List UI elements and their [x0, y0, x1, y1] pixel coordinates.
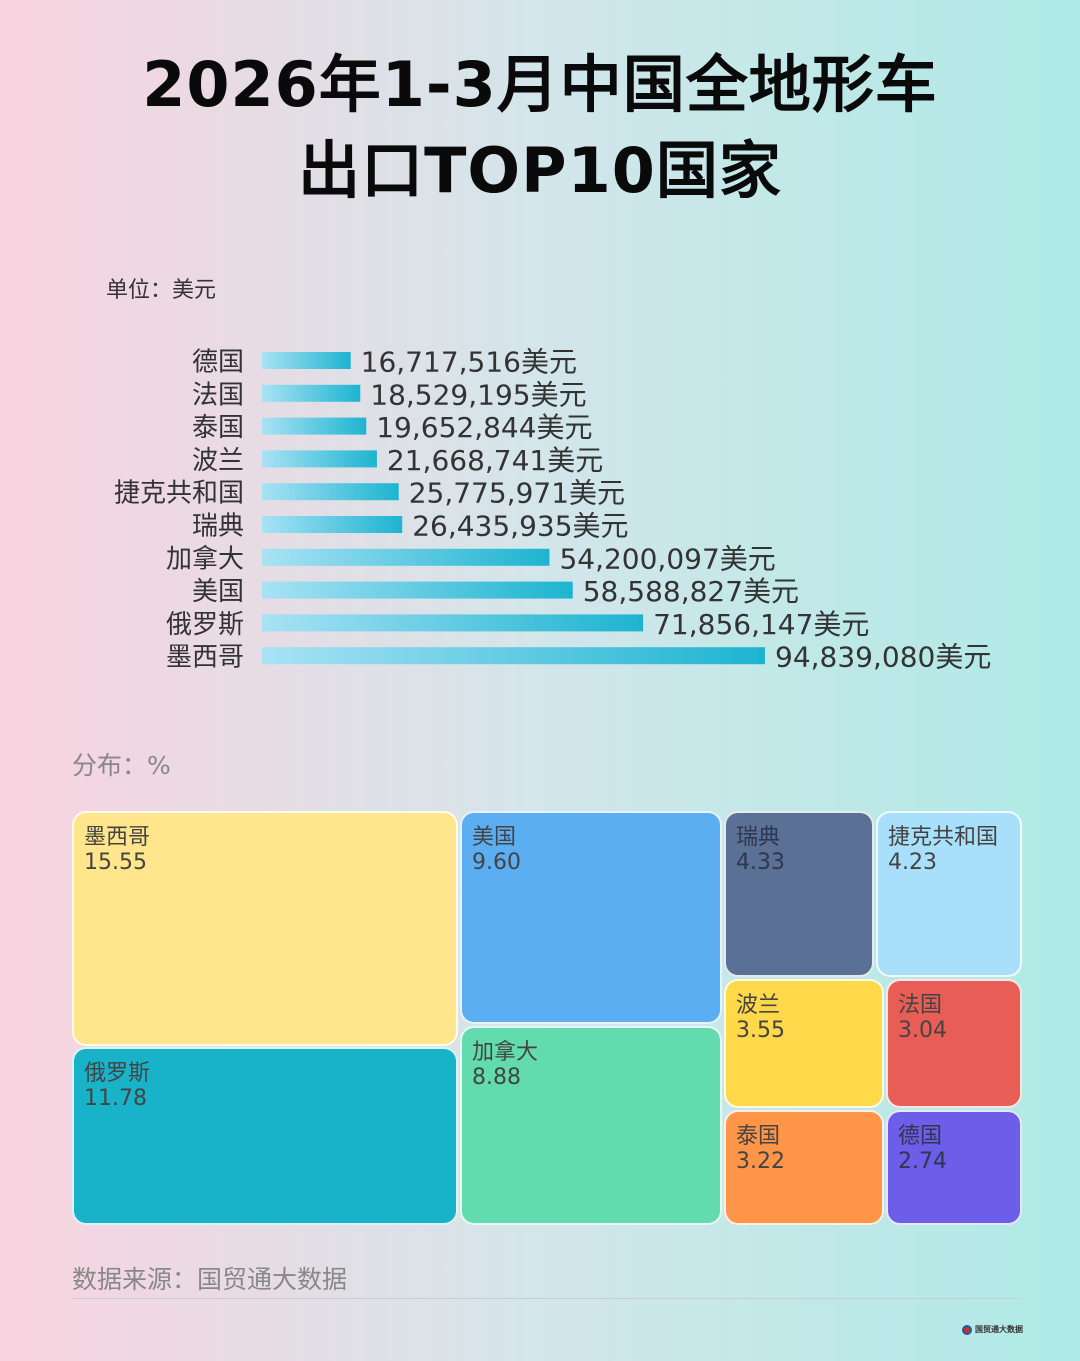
treemap-tile-value: 4.33 [736, 850, 785, 875]
bar [262, 614, 644, 632]
bar [262, 483, 399, 501]
treemap-tile-label: 瑞典 [736, 825, 781, 850]
treemap-tile: 法国 3.04 [886, 979, 1022, 1108]
treemap-tile-label: 墨西哥 [84, 825, 151, 850]
treemap-tile-value: 11.78 [84, 1086, 147, 1111]
bar-value-label: 19,652,844美元 [376, 411, 592, 444]
treemap-tile-label: 加拿大 [472, 1040, 539, 1065]
bar-value-label: 18,529,195美元 [370, 378, 586, 411]
treemap-tile: 德国 2.74 [886, 1110, 1022, 1225]
brand-logo: 国贸通大数据 [962, 1324, 1023, 1335]
unit-label: 单位：美元 [106, 278, 217, 303]
treemap-tile-value: 4.23 [888, 850, 937, 875]
bar [262, 352, 351, 369]
treemap-tile-value: 8.88 [472, 1065, 521, 1090]
bar-value-label: 25,775,971美元 [409, 477, 625, 510]
bar-category-label: 捷克共和国 [114, 479, 244, 509]
treemap-tile-value: 9.60 [472, 850, 521, 875]
bar [262, 548, 550, 566]
bar-category-label: 瑞典 [192, 512, 244, 542]
bar [262, 516, 403, 533]
bar-value-label: 71,856,147美元 [653, 608, 869, 641]
treemap-tile: 加拿大 8.88 [460, 1026, 722, 1225]
title-line-2: 出口TOP10国家 [298, 134, 782, 207]
treemap-tile: 捷克共和国 4.23 [876, 811, 1022, 977]
source-text: 数据来源：国贸通大数据 [72, 1265, 348, 1294]
source-divider [72, 1298, 1020, 1299]
bar-value-label: 26,435,935美元 [412, 510, 628, 543]
treemap-tile: 波兰 3.55 [724, 979, 884, 1108]
treemap-tile: 俄罗斯 11.78 [72, 1047, 458, 1225]
bar-value-label: 16,717,516美元 [361, 346, 577, 379]
title-line-1: 2026年1-3月中国全地形车 [142, 48, 938, 121]
treemap-tile: 美国 9.60 [460, 811, 722, 1024]
bar [262, 450, 377, 468]
bar-category-label: 美国 [192, 577, 244, 607]
bar-category-label: 加拿大 [166, 544, 244, 574]
treemap-tile-value: 3.22 [736, 1149, 785, 1174]
treemap-tile: 墨西哥 15.55 [72, 811, 458, 1046]
bar-category-label: 俄罗斯 [166, 610, 244, 640]
distribution-label: 分布：% [72, 751, 171, 780]
logo-text: 国贸通大数据 [975, 1325, 1023, 1334]
treemap-tile-value: 2.74 [898, 1149, 947, 1174]
bar-value-label: 58,588,827美元 [583, 575, 799, 608]
bar-category-label: 波兰 [192, 446, 244, 476]
treemap-tile: 瑞典 4.33 [724, 811, 874, 977]
bar-category-label: 法国 [192, 380, 244, 410]
treemap-tile-label: 捷克共和国 [888, 825, 999, 850]
bar-category-label: 泰国 [192, 413, 244, 443]
bar [262, 417, 367, 435]
treemap-tile-value: 3.04 [898, 1018, 947, 1043]
treemap-tile-value: 3.55 [736, 1018, 785, 1043]
treemap-tile-label: 波兰 [736, 993, 781, 1018]
bar [262, 647, 765, 665]
bar-value-label: 21,668,741美元 [387, 444, 603, 477]
bar-value-label: 94,839,080美元 [775, 641, 991, 674]
bar [262, 581, 573, 599]
treemap-tile-label: 泰国 [736, 1124, 781, 1149]
bar-category-label: 德国 [192, 348, 244, 378]
bar-value-label: 54,200,097美元 [559, 542, 775, 575]
bar [262, 384, 361, 402]
treemap-tile-value: 15.55 [84, 850, 147, 875]
logo-icon [962, 1324, 972, 1335]
treemap-tile-label: 美国 [472, 825, 517, 850]
treemap-tile-label: 法国 [898, 993, 943, 1018]
treemap-tile-label: 德国 [898, 1124, 943, 1149]
treemap-tile: 泰国 3.22 [724, 1110, 884, 1225]
treemap-tile-label: 俄罗斯 [84, 1061, 151, 1086]
bar-category-label: 墨西哥 [166, 643, 244, 673]
